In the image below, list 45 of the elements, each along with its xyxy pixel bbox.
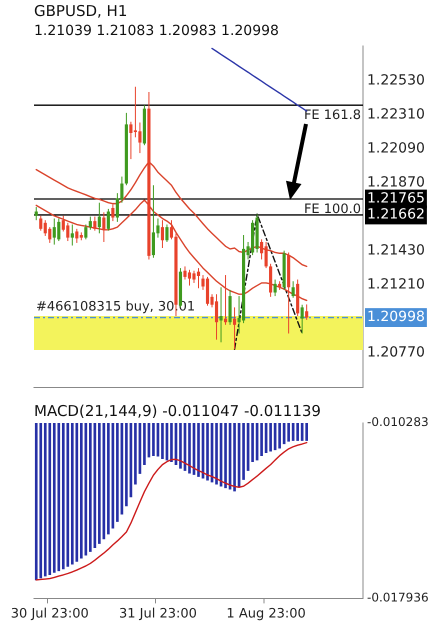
candlestick: [300, 304, 304, 334]
candlestick: [102, 212, 106, 242]
x-tick-label: 31 Jul 23:00: [118, 606, 197, 622]
candlestick: [70, 224, 74, 246]
candlestick: [196, 268, 200, 289]
candlestick: [138, 122, 142, 154]
ref-line-label: FE 161.8: [304, 108, 361, 124]
x-tick-label: 30 Jul 23:00: [10, 606, 89, 622]
candlestick: [93, 216, 96, 232]
candlestick: [165, 224, 169, 242]
y-tick-label: 1.20770: [367, 344, 425, 360]
y-tick-label: 1.21662: [367, 206, 425, 223]
candlestick: [214, 294, 218, 340]
candlestick: [274, 279, 277, 297]
candlestick: [188, 269, 192, 286]
y-tick-label: 1.21210: [367, 276, 425, 292]
candlestick: [192, 270, 196, 284]
candlestick: [224, 274, 228, 326]
chart-title: MACD(21,144,9) -0.011047 -0.011139: [34, 402, 321, 420]
y-tick-label: 1.22310: [367, 106, 425, 122]
x-tick-label: 1 Aug 23:00: [226, 606, 306, 622]
candlestick: [152, 184, 156, 258]
y-tick-label: -0.010283: [367, 415, 429, 430]
chart-title: GBPUSD, H1: [34, 2, 128, 20]
y-tick-label: 1.22530: [367, 72, 425, 88]
candlestick: [160, 220, 164, 249]
y-tick-label: 1.20998: [367, 309, 425, 326]
candlestick: [84, 224, 88, 240]
candlestick: [219, 286, 223, 343]
ref-line-label: FE 100.0: [304, 202, 361, 217]
candlestick: [305, 304, 308, 320]
candlestick: [111, 204, 114, 222]
candlestick: [88, 216, 92, 230]
y-tick-label: 1.21765: [367, 190, 425, 207]
y-tick-label: 1.21870: [367, 174, 425, 190]
candlestick: [292, 280, 295, 298]
y-tick-label: 1.22090: [367, 140, 425, 156]
y-tick-label: 1.21430: [367, 242, 425, 258]
candlestick: [98, 202, 101, 234]
candlestick: [232, 306, 236, 350]
candlestick: [34, 206, 38, 221]
candlestick: [106, 208, 110, 232]
candlestick: [183, 266, 187, 280]
y-tick-label: -0.017936: [367, 590, 429, 605]
chart-subtitle: 1.21039 1.21083 1.20983 1.20998: [34, 23, 279, 40]
